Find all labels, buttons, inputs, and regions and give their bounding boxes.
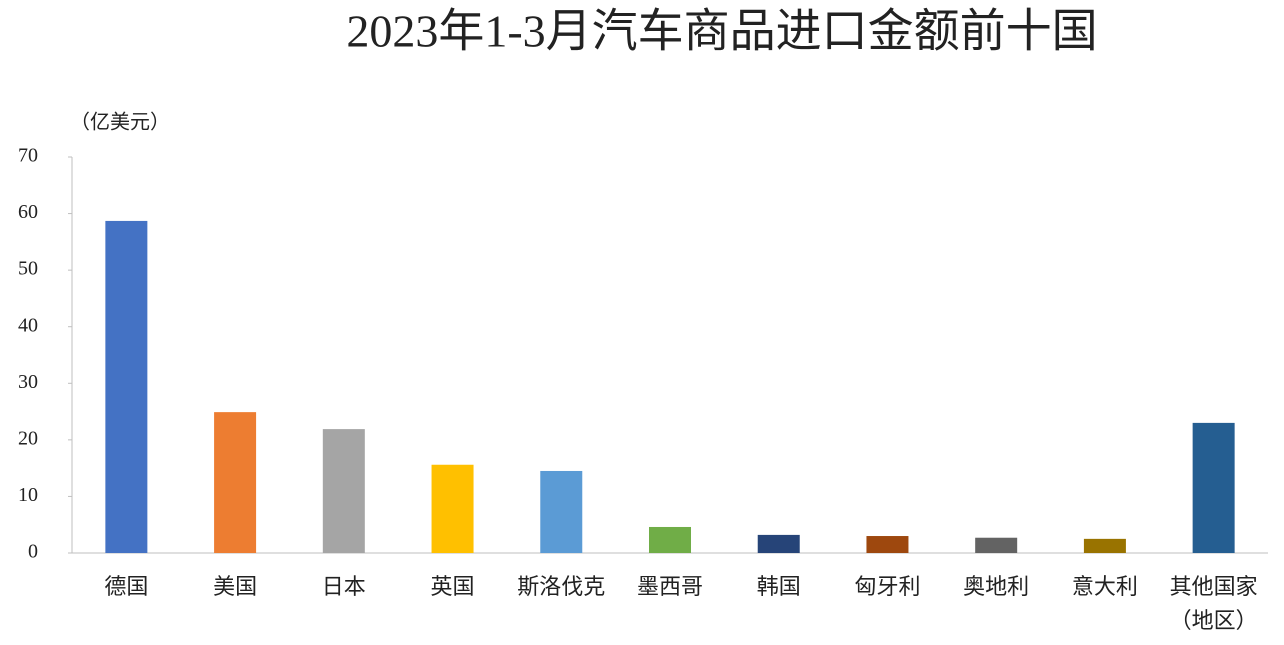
y-tick-label: 10 [18,484,38,506]
x-tick-label: 韩国 [756,574,801,599]
y-tick-label: 70 [18,145,38,167]
bar [1192,422,1235,553]
x-tick-label: 德国 [104,574,149,599]
y-tick-label: 60 [18,201,38,223]
y-unit: （亿美元） [70,111,170,134]
x-tick-label: 日本 [321,574,366,599]
y-tick-label: 30 [18,371,38,393]
x-tick-label: 匈牙利 [854,574,921,599]
x-tick-label: 美国 [213,574,258,599]
bar [866,536,909,553]
bar [322,429,365,553]
bar [540,470,583,553]
bar [757,534,800,553]
y-tick-label: 50 [18,258,38,280]
x-tick-label: 奥地利 [963,574,1030,599]
bar [214,412,257,553]
y-tick-label: 20 [18,427,38,449]
chart-title: 2023年1-3月汽车商品进口金额前十国 [346,6,1097,57]
x-tick-label: 英国 [430,574,475,599]
x-tick-label: 斯洛伐克 [517,574,606,599]
y-tick-label: 40 [18,314,38,336]
x-tick-label: 意大利 [1071,574,1138,599]
x-tick-label: 墨西哥 [636,574,703,599]
bar [649,526,691,553]
y-tick-label: 0 [28,541,38,563]
bar [1083,538,1126,553]
bar [431,464,474,553]
x-tick-label: 其他国家（地区） [1169,574,1258,633]
bar [975,537,1018,553]
bar [105,220,148,553]
